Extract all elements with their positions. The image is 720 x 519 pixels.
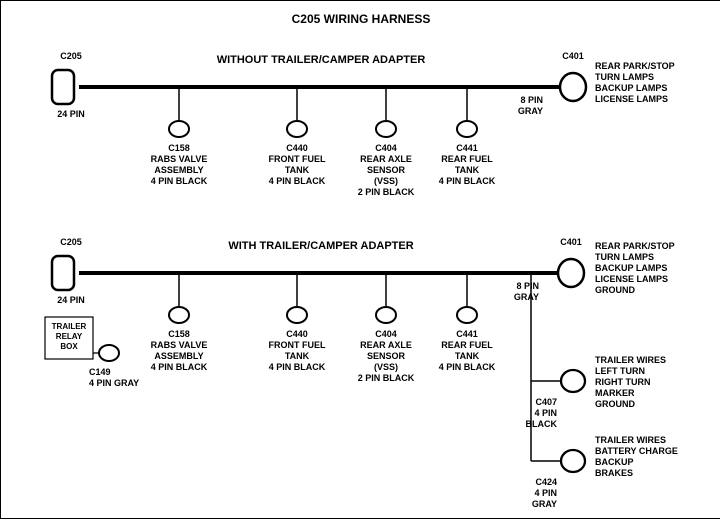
wiring-svg: C205 WIRING HARNESS WITHOUT TRAILER/CAMPE… — [1, 1, 720, 518]
svg-text:C424: C424 — [535, 477, 557, 487]
svg-text:BLACK: BLACK — [526, 419, 558, 429]
svg-text:GRAY: GRAY — [514, 292, 539, 302]
svg-text:4 PIN GRAY: 4 PIN GRAY — [89, 378, 139, 388]
svg-text:C158: C158 — [168, 329, 190, 339]
svg-text:4 PIN BLACK: 4 PIN BLACK — [439, 176, 496, 186]
svg-text:REAR PARK/STOP: REAR PARK/STOP — [595, 61, 675, 71]
svg-text:C440: C440 — [286, 143, 308, 153]
svg-text:GRAY: GRAY — [518, 106, 543, 116]
svg-text:C440: C440 — [286, 329, 308, 339]
svg-text:TANK: TANK — [285, 351, 310, 361]
svg-text:C401: C401 — [562, 51, 584, 61]
svg-text:GROUND: GROUND — [595, 399, 635, 409]
svg-text:LICENSE LAMPS: LICENSE LAMPS — [595, 94, 668, 104]
svg-text:4 PIN BLACK: 4 PIN BLACK — [151, 176, 208, 186]
svg-text:C404: C404 — [375, 143, 397, 153]
svg-text:TANK: TANK — [455, 165, 480, 175]
svg-text:C404: C404 — [375, 329, 397, 339]
svg-text:BOX: BOX — [60, 342, 78, 351]
svg-text:ASSEMBLY: ASSEMBLY — [154, 351, 203, 361]
svg-text:C441: C441 — [456, 329, 478, 339]
svg-text:RELAY: RELAY — [56, 332, 83, 341]
svg-text:C205: C205 — [60, 237, 82, 247]
svg-text:BATTERY CHARGE: BATTERY CHARGE — [595, 446, 678, 456]
svg-text:8 PIN: 8 PIN — [520, 95, 543, 105]
svg-text:FRONT FUEL: FRONT FUEL — [269, 340, 326, 350]
svg-text:SENSOR: SENSOR — [367, 165, 406, 175]
svg-text:TRAILER WIRES: TRAILER WIRES — [595, 355, 666, 365]
svg-text:TURN LAMPS: TURN LAMPS — [595, 252, 654, 262]
svg-text:2 PIN BLACK: 2 PIN BLACK — [358, 373, 415, 383]
svg-text:C441: C441 — [456, 143, 478, 153]
svg-text:LEFT TURN: LEFT TURN — [595, 366, 645, 376]
svg-text:FRONT FUEL: FRONT FUEL — [269, 154, 326, 164]
svg-text:RABS VALVE: RABS VALVE — [151, 154, 208, 164]
svg-text:TRAILER: TRAILER — [52, 322, 87, 331]
svg-text:REAR FUEL: REAR FUEL — [441, 154, 493, 164]
svg-text:C401: C401 — [560, 237, 582, 247]
svg-text:C205 WIRING HARNESS: C205 WIRING HARNESS — [292, 12, 431, 26]
svg-text:(VSS): (VSS) — [374, 176, 398, 186]
svg-text:24 PIN: 24 PIN — [57, 295, 85, 305]
svg-text:REAR FUEL: REAR FUEL — [441, 340, 493, 350]
svg-text:TANK: TANK — [285, 165, 310, 175]
svg-text:C158: C158 — [168, 143, 190, 153]
svg-text:4 PIN BLACK: 4 PIN BLACK — [439, 362, 496, 372]
svg-text:4 PIN BLACK: 4 PIN BLACK — [269, 362, 326, 372]
svg-text:TRAILER WIRES: TRAILER WIRES — [595, 435, 666, 445]
svg-text:ASSEMBLY: ASSEMBLY — [154, 165, 203, 175]
svg-text:4 PIN: 4 PIN — [534, 408, 557, 418]
svg-text:4 PIN BLACK: 4 PIN BLACK — [151, 362, 208, 372]
svg-text:RIGHT TURN: RIGHT TURN — [595, 377, 651, 387]
svg-text:4 PIN BLACK: 4 PIN BLACK — [269, 176, 326, 186]
svg-text:24 PIN: 24 PIN — [57, 109, 85, 119]
svg-text:REAR PARK/STOP: REAR PARK/STOP — [595, 241, 675, 251]
svg-text:BACKUP LAMPS: BACKUP LAMPS — [595, 83, 667, 93]
svg-text:BRAKES: BRAKES — [595, 468, 633, 478]
svg-text:BACKUP LAMPS: BACKUP LAMPS — [595, 263, 667, 273]
svg-text:8 PIN: 8 PIN — [516, 281, 539, 291]
svg-text:TANK: TANK — [455, 351, 480, 361]
svg-text:REAR AXLE: REAR AXLE — [360, 154, 412, 164]
svg-text:WITH TRAILER/CAMPER ADAPTER: WITH TRAILER/CAMPER ADAPTER — [228, 240, 413, 252]
diagram-canvas: C205 WIRING HARNESS WITHOUT TRAILER/CAMPE… — [0, 0, 720, 519]
svg-text:C407: C407 — [535, 397, 557, 407]
svg-text:TURN LAMPS: TURN LAMPS — [595, 72, 654, 82]
svg-text:RABS VALVE: RABS VALVE — [151, 340, 208, 350]
svg-text:(VSS): (VSS) — [374, 362, 398, 372]
svg-text:WITHOUT TRAILER/CAMPER ADAPT: WITHOUT TRAILER/CAMPER ADAPTER — [217, 54, 426, 66]
svg-text:REAR AXLE: REAR AXLE — [360, 340, 412, 350]
svg-text:GROUND: GROUND — [595, 285, 635, 295]
svg-text:C149: C149 — [89, 367, 111, 377]
svg-text:BACKUP: BACKUP — [595, 457, 634, 467]
svg-text:MARKER: MARKER — [595, 388, 635, 398]
svg-text:SENSOR: SENSOR — [367, 351, 406, 361]
svg-text:4 PIN: 4 PIN — [534, 488, 557, 498]
svg-text:2 PIN BLACK: 2 PIN BLACK — [358, 187, 415, 197]
svg-text:LICENSE LAMPS: LICENSE LAMPS — [595, 274, 668, 284]
svg-text:GRAY: GRAY — [532, 499, 557, 509]
svg-text:C205: C205 — [60, 51, 82, 61]
